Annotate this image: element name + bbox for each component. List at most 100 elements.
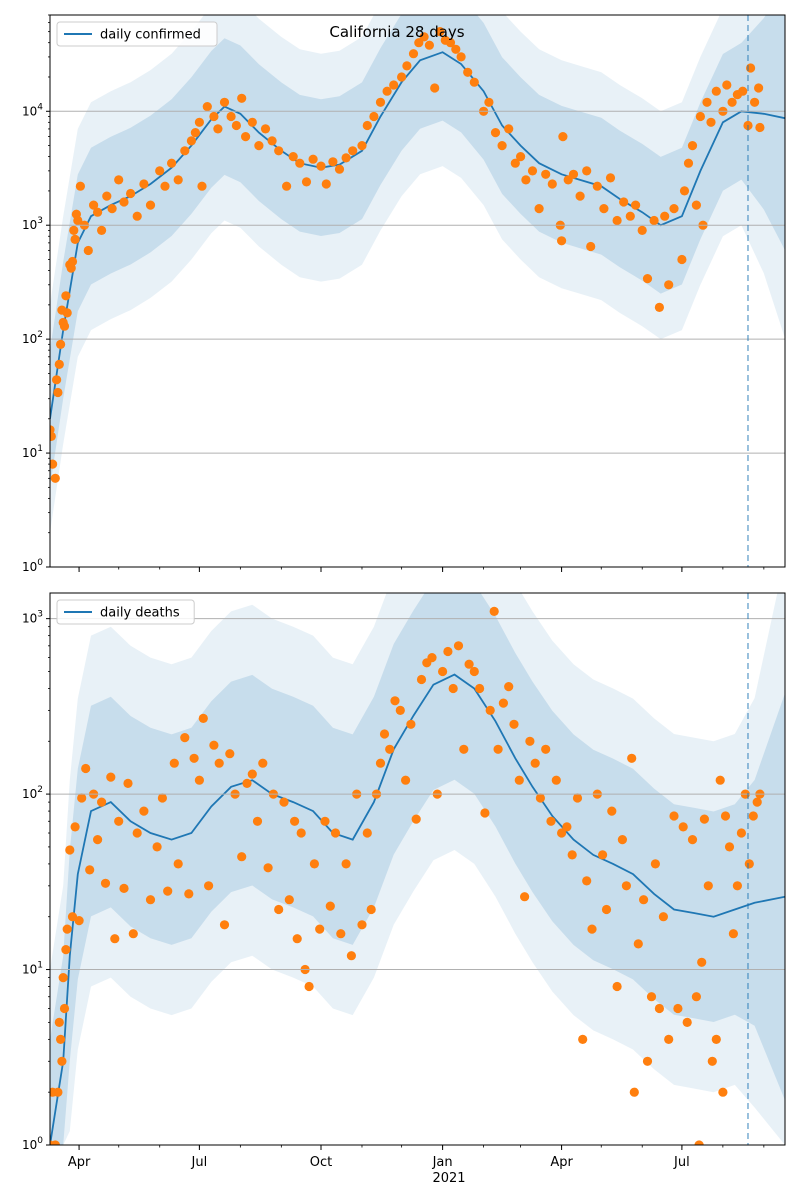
data-point (664, 1034, 674, 1044)
data-point (736, 828, 747, 838)
data-point (691, 992, 702, 1002)
data-point (401, 775, 411, 785)
data-point (727, 97, 737, 107)
data-point (242, 778, 252, 789)
data-point (341, 153, 351, 163)
data-point (587, 924, 597, 934)
data-point (173, 175, 183, 185)
data-point (406, 719, 416, 729)
data-point (389, 80, 399, 90)
data-point (382, 86, 392, 96)
data-point (102, 191, 112, 201)
data-point (547, 179, 557, 189)
data-point (456, 52, 466, 62)
data-point (578, 1034, 588, 1044)
data-point (309, 859, 319, 869)
data-point (316, 161, 326, 171)
data-point (430, 83, 440, 93)
data-point (237, 93, 247, 103)
axes-frame (49, 14, 786, 568)
data-point (504, 124, 514, 134)
data-point (633, 939, 643, 949)
uncertainty-band-0 (50, 593, 785, 1145)
data-point (204, 881, 214, 891)
data-point (702, 97, 712, 107)
data-point (247, 117, 257, 127)
figure-title: California 28 days (329, 23, 464, 41)
data-point (119, 883, 129, 894)
data-point (411, 814, 421, 824)
data-point (50, 459, 58, 469)
data-point (169, 758, 179, 768)
data-point (296, 828, 306, 838)
data-point (139, 806, 149, 816)
data-point (419, 32, 429, 42)
data-point (557, 236, 567, 246)
data-point (654, 302, 665, 312)
data-point (375, 97, 386, 107)
data-point (490, 128, 501, 138)
data-point (59, 321, 70, 331)
x-tick-label: Oct (310, 1155, 332, 1170)
data-point (202, 102, 212, 112)
data-point (83, 245, 93, 256)
data-point (497, 141, 507, 151)
data-point (605, 173, 616, 183)
plot-area (50, 593, 785, 1145)
data-point (527, 166, 538, 176)
data-point (582, 876, 592, 886)
data-point (687, 141, 698, 151)
data-point (225, 749, 235, 759)
data-point (673, 1003, 683, 1014)
data-point (489, 606, 499, 617)
data-point (639, 895, 649, 905)
data-point (85, 865, 95, 875)
data-point (621, 881, 632, 891)
data-point (189, 753, 199, 763)
data-point (348, 146, 358, 156)
data-point (514, 775, 524, 785)
deaths-panel: 100 101 102 103 daily deaths (22, 592, 786, 1152)
data-point (385, 744, 395, 754)
uncertainty-band-1 (50, 593, 785, 1145)
data-point (209, 111, 219, 122)
data-point (252, 816, 263, 826)
x-axis-labels: Apr Jul Oct Jan Apr Jul (68, 1155, 690, 1170)
data-point (213, 124, 223, 134)
data-point (152, 842, 162, 852)
data-point (197, 181, 207, 191)
data-point (485, 705, 495, 716)
data-point (362, 828, 372, 838)
data-point (107, 204, 117, 214)
data-point (58, 973, 68, 983)
data-point (498, 698, 508, 708)
data-point (732, 881, 743, 891)
data-point (601, 904, 612, 915)
confirmed-panel: 100 101 102 103 104 daily confirmed (22, 14, 786, 574)
data-point (106, 772, 116, 782)
data-point (568, 169, 579, 179)
data-point (459, 744, 469, 754)
data-point (575, 191, 585, 201)
data-point (677, 254, 687, 265)
data-point (427, 653, 437, 663)
data-point (304, 981, 314, 992)
data-point (75, 181, 85, 191)
data-point (308, 154, 318, 164)
data-point (535, 793, 546, 803)
data-point (744, 859, 754, 869)
data-point (724, 842, 735, 852)
data-point (282, 181, 292, 191)
data-point (110, 934, 120, 944)
axes-frame (49, 592, 786, 1146)
legend-label: daily confirmed (100, 28, 201, 43)
x-tick-label: Jan (432, 1155, 453, 1170)
data-point (738, 86, 748, 96)
x-tick-label: Apr (550, 1155, 573, 1170)
data-point (558, 132, 568, 142)
data-point (592, 181, 602, 191)
data-point (682, 1017, 692, 1027)
data-point (139, 179, 149, 189)
data-point (516, 152, 526, 162)
